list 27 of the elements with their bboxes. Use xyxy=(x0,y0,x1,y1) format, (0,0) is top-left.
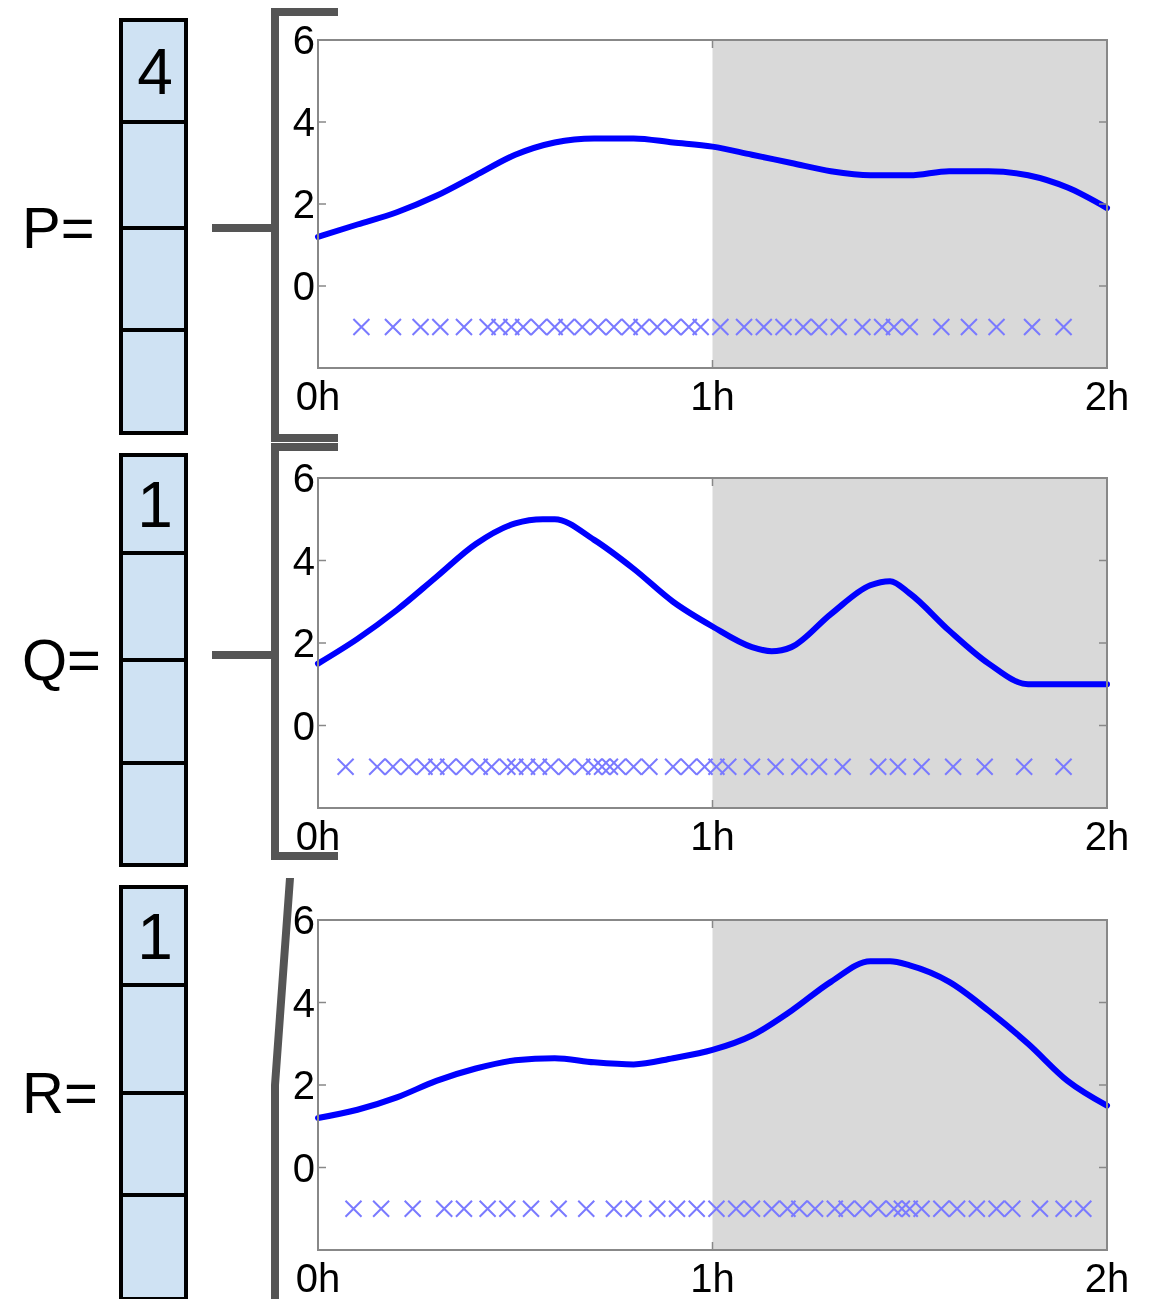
text: 1 xyxy=(137,901,173,974)
y-tick-label: 2 xyxy=(292,1063,315,1107)
x-tick-label: 0h xyxy=(295,1256,341,1299)
text: R= xyxy=(22,1060,98,1126)
x-tick-label: 2h xyxy=(1084,374,1130,418)
y-tick-label: 2 xyxy=(292,182,315,226)
text: 1 xyxy=(137,469,173,542)
y-tick-label: 4 xyxy=(292,980,315,1025)
x-tick-label: 1h xyxy=(690,374,735,418)
text: Q= xyxy=(22,627,101,693)
x-tick-label: 0h xyxy=(295,814,341,858)
y-tick-label: 0 xyxy=(292,703,315,748)
y-tick-label: 6 xyxy=(292,898,315,942)
y-tick-label: 0 xyxy=(292,1145,315,1190)
x-tick-label: 1h xyxy=(690,814,735,858)
y-tick-label: 4 xyxy=(292,538,315,583)
x-tick-label: 2h xyxy=(1084,814,1130,858)
x-tick-label: 0h xyxy=(295,374,341,418)
y-tick-label: 6 xyxy=(292,456,315,500)
y-tick-label: 6 xyxy=(292,18,315,62)
y-tick-label: 2 xyxy=(292,621,315,665)
text: P= xyxy=(22,195,95,261)
y-tick-label: 4 xyxy=(292,100,315,144)
text: 4 xyxy=(137,36,173,109)
x-tick-label: 2h xyxy=(1084,1256,1130,1299)
x-tick-label: 1h xyxy=(690,1256,735,1299)
y-tick-label: 0 xyxy=(292,264,315,308)
